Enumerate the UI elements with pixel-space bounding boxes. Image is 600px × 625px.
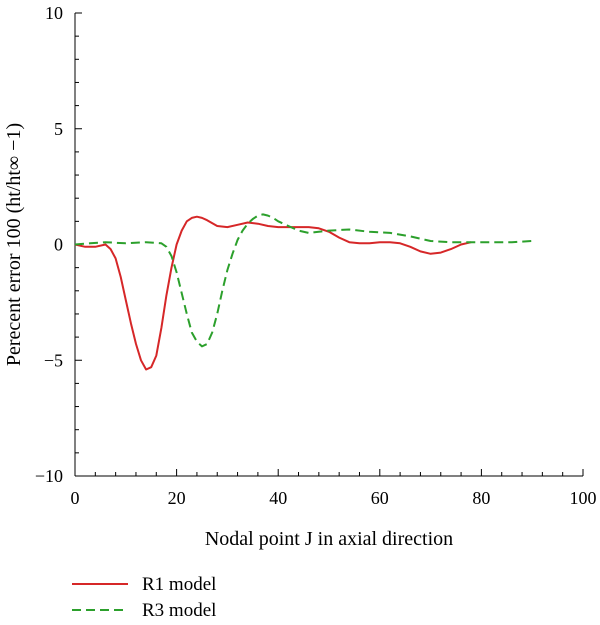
x-axis-title: Nodal point J in axial direction: [205, 528, 453, 550]
series-lines: [74, 213, 533, 371]
y-tick-label: −10: [35, 466, 63, 486]
x-tick-label: 60: [371, 488, 389, 508]
axes: [74, 12, 584, 477]
series-line-r3: [74, 213, 533, 348]
legend-label-r1: R1 model: [142, 574, 216, 595]
x-tick-label: 20: [168, 488, 186, 508]
x-tick-label: 80: [472, 488, 490, 508]
legend: R1 model R3 model: [72, 574, 216, 621]
y-tick-label: 10: [45, 3, 63, 23]
y-tick-label: 0: [54, 235, 63, 255]
x-tick-label: 0: [71, 488, 80, 508]
y-tick-label: 5: [54, 119, 63, 139]
y-axis-title: Perecent error 100 (ht/ht∞ −1): [3, 123, 25, 366]
x-tick-label: 40: [269, 488, 287, 508]
x-tick-label: 100: [570, 488, 597, 508]
tick-labels: 10 5 0 −5 −10 0 20 40 60 80 100: [35, 3, 597, 508]
y-tick-label: −5: [44, 350, 63, 370]
series-line-r1: [74, 215, 472, 371]
legend-label-r3: R3 model: [142, 600, 216, 621]
